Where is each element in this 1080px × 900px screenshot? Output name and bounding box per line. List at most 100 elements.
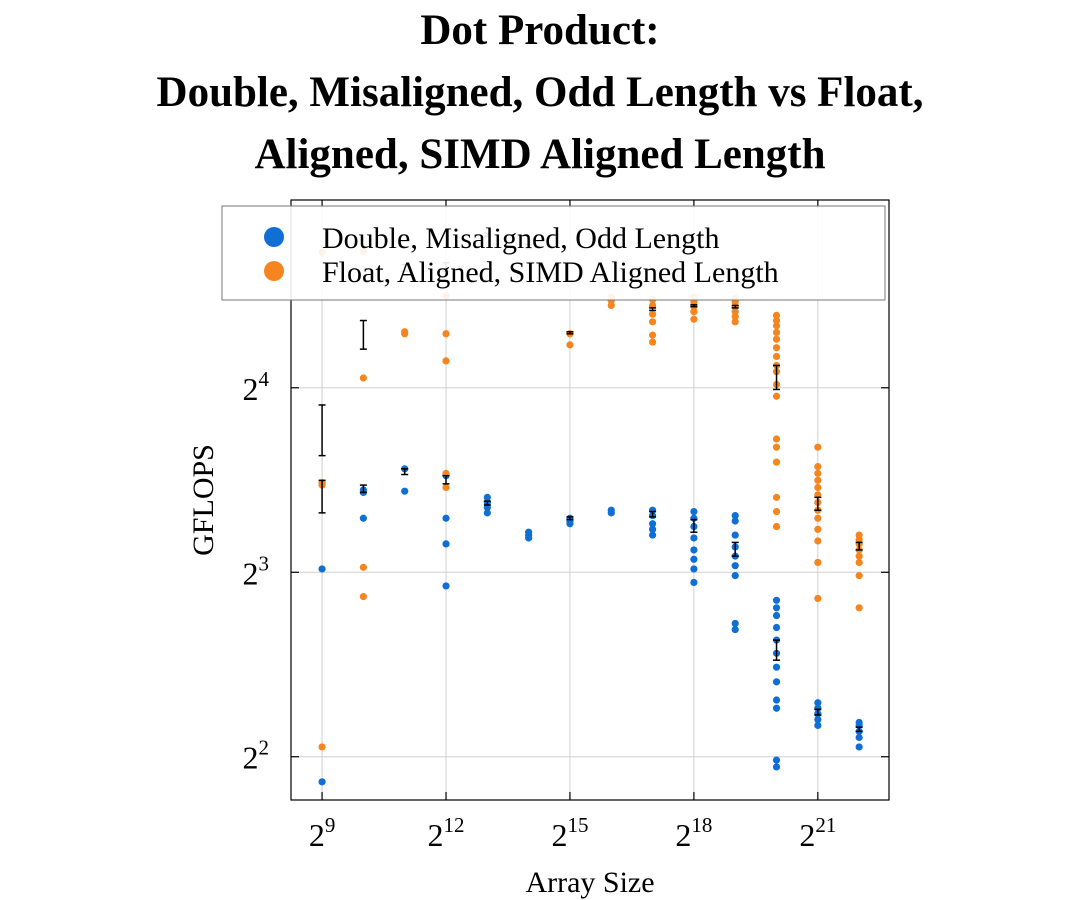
double-data-point xyxy=(855,718,863,727)
float-data-point xyxy=(318,743,326,751)
legend-marker-double xyxy=(264,227,284,247)
float-data-point xyxy=(772,344,781,352)
double-data-point xyxy=(731,619,739,628)
legend-label-double: Double, Misaligned, Odd Length xyxy=(322,222,719,255)
x-tick-label: 218 xyxy=(675,813,712,853)
double-data-point xyxy=(690,578,698,587)
float-data-point xyxy=(772,316,781,325)
float-data-point xyxy=(772,458,781,466)
double-data-point xyxy=(731,531,739,539)
y-tick-label: 23 xyxy=(243,551,270,591)
double-data-point xyxy=(483,493,491,501)
double-data-point xyxy=(483,509,491,517)
double-data-point xyxy=(772,756,781,764)
float-data-point xyxy=(772,311,781,320)
double-data-point xyxy=(442,582,450,590)
double-data-point xyxy=(772,678,781,686)
x-tick-label: 215 xyxy=(551,813,588,853)
double-data-point xyxy=(731,562,739,570)
float-data-point xyxy=(772,392,781,400)
double-data-point xyxy=(772,763,781,771)
double-data-point xyxy=(690,546,698,554)
double-data-point xyxy=(318,565,326,573)
double-data-point xyxy=(772,704,781,712)
float-data-point xyxy=(814,476,822,484)
float-data-point xyxy=(855,558,863,567)
float-data-point xyxy=(814,594,822,603)
title-line-1: Dot Product: xyxy=(420,7,660,54)
float-data-point xyxy=(359,374,367,382)
legend-marker-float xyxy=(264,261,284,281)
double-data-point xyxy=(772,623,781,632)
legend: Double, Misaligned, Odd Length Float, Al… xyxy=(221,205,886,301)
float-data-point xyxy=(566,341,574,349)
double-data-point xyxy=(772,696,781,704)
double-data-point xyxy=(442,540,450,548)
float-data-point xyxy=(648,318,657,326)
float-data-point xyxy=(359,563,367,571)
float-data-point xyxy=(855,572,863,580)
double-data-point xyxy=(855,743,863,751)
float-data-point xyxy=(731,313,739,321)
float-data-point xyxy=(814,483,822,492)
double-data-point xyxy=(525,528,533,536)
float-data-point xyxy=(855,531,863,539)
axis-ticks: 29 212 215 218 221 22 23 24 xyxy=(243,200,889,853)
legend-label-float: Float, Aligned, SIMD Aligned Length xyxy=(322,256,779,289)
double-data-point xyxy=(607,506,615,514)
double-data-point xyxy=(731,572,739,580)
float-data-point xyxy=(772,507,781,516)
float-data-point xyxy=(648,331,657,339)
float-data-point xyxy=(442,357,450,365)
double-data-point xyxy=(318,778,326,786)
x-tick-label: 221 xyxy=(799,813,836,853)
double-data-point xyxy=(690,534,698,542)
double-data-point xyxy=(690,507,698,516)
float-data-point xyxy=(442,330,450,338)
double-data-point xyxy=(731,625,739,634)
float-data-point xyxy=(814,443,822,451)
title-line-2: Double, Misaligned, Odd Length vs Float, xyxy=(156,69,924,116)
chart-title: Dot Product: Double, Misaligned, Odd Len… xyxy=(0,0,1080,186)
double-data-point xyxy=(690,555,698,563)
points xyxy=(318,247,863,786)
title-line-3: Aligned, SIMD Aligned Length xyxy=(254,131,826,178)
float-data-point xyxy=(731,308,739,316)
float-data-point xyxy=(648,310,657,318)
float-data-point xyxy=(814,514,822,522)
y-tick-label: 22 xyxy=(243,736,270,776)
double-data-point xyxy=(648,525,657,533)
float-data-point xyxy=(690,308,698,316)
double-data-point xyxy=(855,733,863,742)
float-data-point xyxy=(648,338,657,346)
double-data-point xyxy=(359,514,367,522)
x-tick-label: 29 xyxy=(309,813,336,853)
float-data-point xyxy=(772,322,781,330)
y-axis-label: GFLOPS xyxy=(187,444,220,556)
float-data-point xyxy=(814,537,822,545)
float-data-point xyxy=(772,435,781,443)
float-data-point xyxy=(814,462,822,471)
float-data-point xyxy=(772,335,781,343)
float-data-point xyxy=(814,469,822,477)
double-data-point xyxy=(690,565,698,573)
float-data-point xyxy=(814,525,822,533)
float-data-point xyxy=(772,493,781,501)
float-data-point xyxy=(814,558,822,567)
float-data-point xyxy=(772,352,781,361)
x-tick-label: 212 xyxy=(428,813,465,853)
x-axis-label: Array Size xyxy=(525,866,654,899)
y-tick-label: 24 xyxy=(243,367,270,407)
float-data-point xyxy=(731,318,739,326)
double-data-point xyxy=(814,715,822,724)
double-data-point xyxy=(648,531,657,539)
float-data-point xyxy=(401,328,409,336)
double-data-point xyxy=(401,487,409,495)
float-data-point xyxy=(855,604,863,612)
double-data-point xyxy=(772,663,781,671)
error-bars xyxy=(318,232,863,733)
float-data-point xyxy=(772,443,781,451)
double-data-point xyxy=(814,721,822,729)
double-data-point xyxy=(814,699,822,707)
